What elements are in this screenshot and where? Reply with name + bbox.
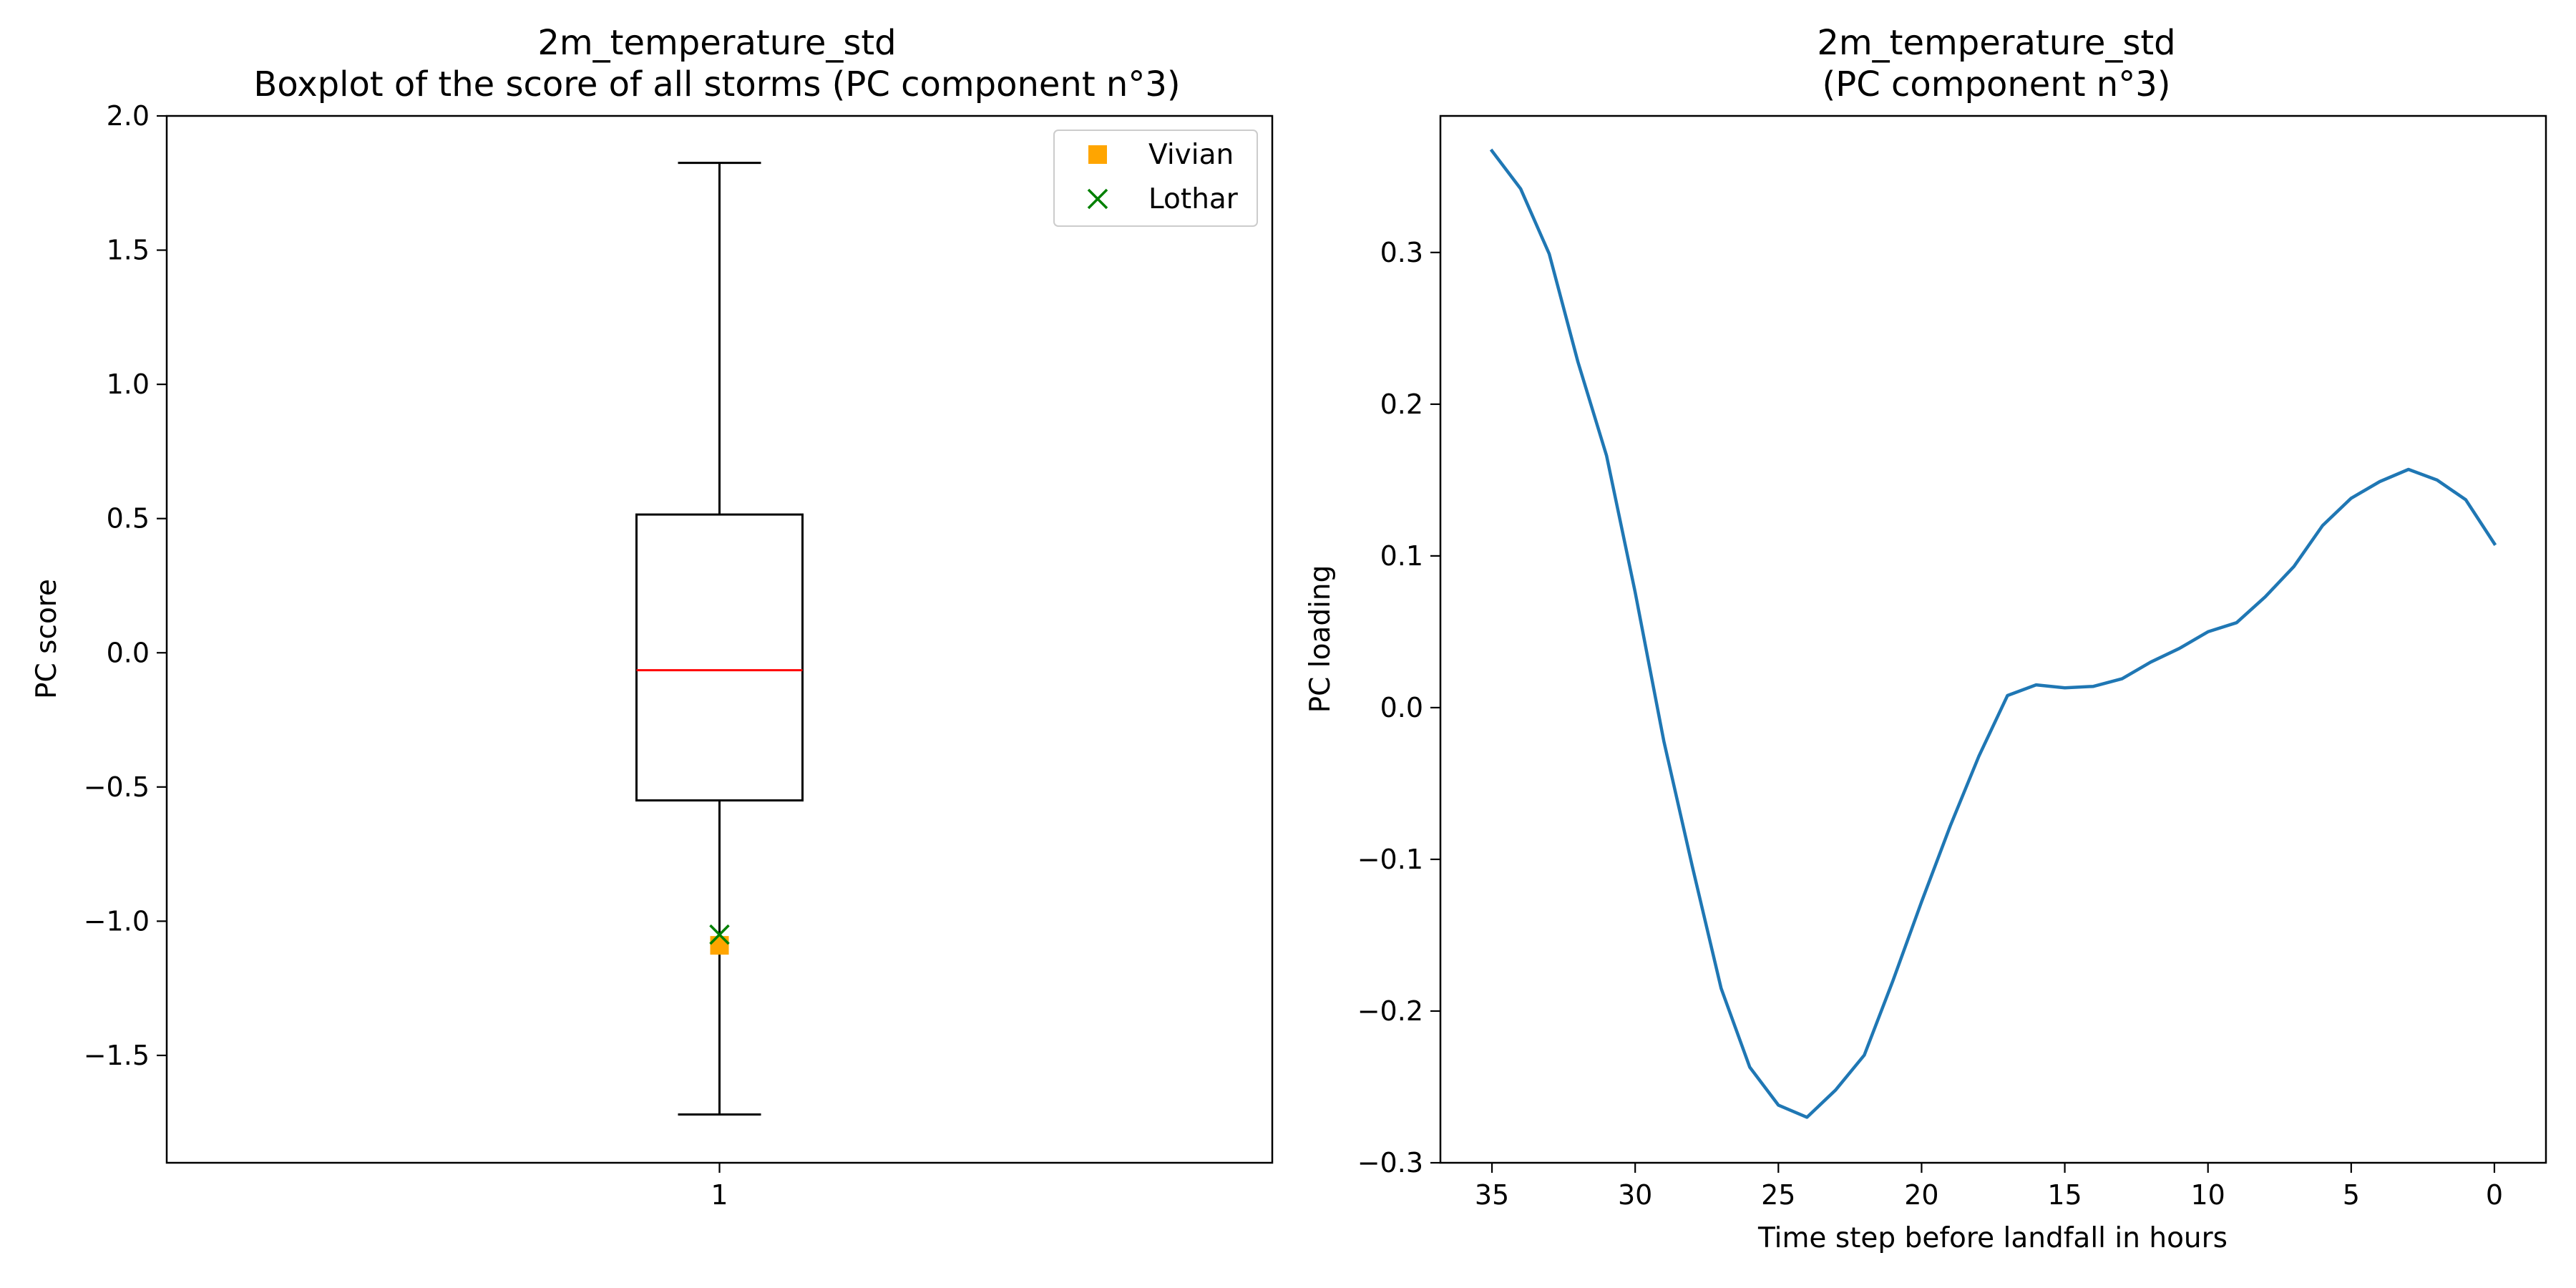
y-tick-label: 0.3 xyxy=(1380,237,1423,268)
point-lothar xyxy=(709,924,730,945)
point-vivian xyxy=(710,936,729,955)
x-tick-label: 5 xyxy=(2343,1179,2360,1211)
line-chart-subtitle: (PC component n°3) xyxy=(1823,64,2171,104)
x-stroke xyxy=(709,924,730,945)
line-chart-x-axis-label: Time step before landfall in hours xyxy=(1757,1222,2228,1254)
x-tick-label: 30 xyxy=(1618,1179,1652,1211)
boxplot-title: 2m_temperature_std xyxy=(537,23,896,63)
y-tick-label: −0.5 xyxy=(84,771,150,803)
x-tick-label: 15 xyxy=(2047,1179,2082,1211)
line-chart-title: 2m_temperature_std xyxy=(1817,23,2175,63)
box-iqr xyxy=(635,513,804,802)
series-line-pc-loading xyxy=(1489,148,2497,1119)
boxplot-y-axis-label: PC score xyxy=(31,579,63,699)
y-tick-label: 0.1 xyxy=(1380,540,1423,572)
x-tick-label: 35 xyxy=(1475,1179,1509,1211)
y-tick-label: 0.0 xyxy=(1380,692,1423,723)
line-chart-plot-area xyxy=(1489,148,2497,1119)
y-tick-label: −0.3 xyxy=(1357,1147,1423,1179)
y-tick-label: −0.1 xyxy=(1357,844,1423,875)
boxplot-legend: Vivian Lothar xyxy=(1053,130,1258,227)
line-chart-y-axis-label: PC loading xyxy=(1304,565,1337,713)
boxplot-y-ticks: 2.0 1.5 1.0 0.5 0.0 −0.5 −1.0 −1.5 xyxy=(84,100,167,1071)
line-chart-panel: 2m_temperature_std (PC component n°3) PC… xyxy=(1304,23,2547,1254)
boxplot-axes-frame xyxy=(165,114,1274,1164)
y-tick-label: −1.0 xyxy=(84,905,150,937)
boxplot-panel: 2m_temperature_std Boxplot of the score … xyxy=(31,23,1274,1211)
y-tick-label: 0.5 xyxy=(107,503,150,535)
boxplot-subtitle: Boxplot of the score of all storms (PC c… xyxy=(253,64,1180,104)
y-tick-label: −1.5 xyxy=(84,1040,150,1071)
line-chart-axes-frame xyxy=(1439,114,2547,1164)
legend-lothar-marker xyxy=(1087,188,1108,210)
x-tick-label: 10 xyxy=(2191,1179,2225,1211)
x-tick-label: 20 xyxy=(1904,1179,1938,1211)
y-tick-label: −0.2 xyxy=(1357,995,1423,1027)
y-tick-label: 1.0 xyxy=(107,369,150,400)
line-chart-y-ticks: 0.3 0.2 0.1 0.0 −0.1 −0.2 −0.3 xyxy=(1357,237,1440,1179)
x-tick-label: 1 xyxy=(711,1179,728,1211)
y-tick-label: 0.0 xyxy=(107,637,150,668)
boxplot-x-ticks: 1 xyxy=(711,1163,728,1211)
y-tick-label: 1.5 xyxy=(107,235,150,266)
x-tick-label: 0 xyxy=(2486,1179,2503,1211)
x-tick-label: 25 xyxy=(1761,1179,1795,1211)
legend-lothar-label: Lothar xyxy=(1148,183,1239,215)
legend-vivian-label: Vivian xyxy=(1148,139,1234,171)
boxplot-plot-area xyxy=(635,162,804,1116)
legend-vivian-marker xyxy=(1088,145,1107,164)
y-tick-label: 0.2 xyxy=(1380,389,1423,420)
y-tick-label: 2.0 xyxy=(107,100,150,132)
line-chart-x-ticks: 35 30 25 20 15 10 5 0 xyxy=(1475,1163,2503,1211)
